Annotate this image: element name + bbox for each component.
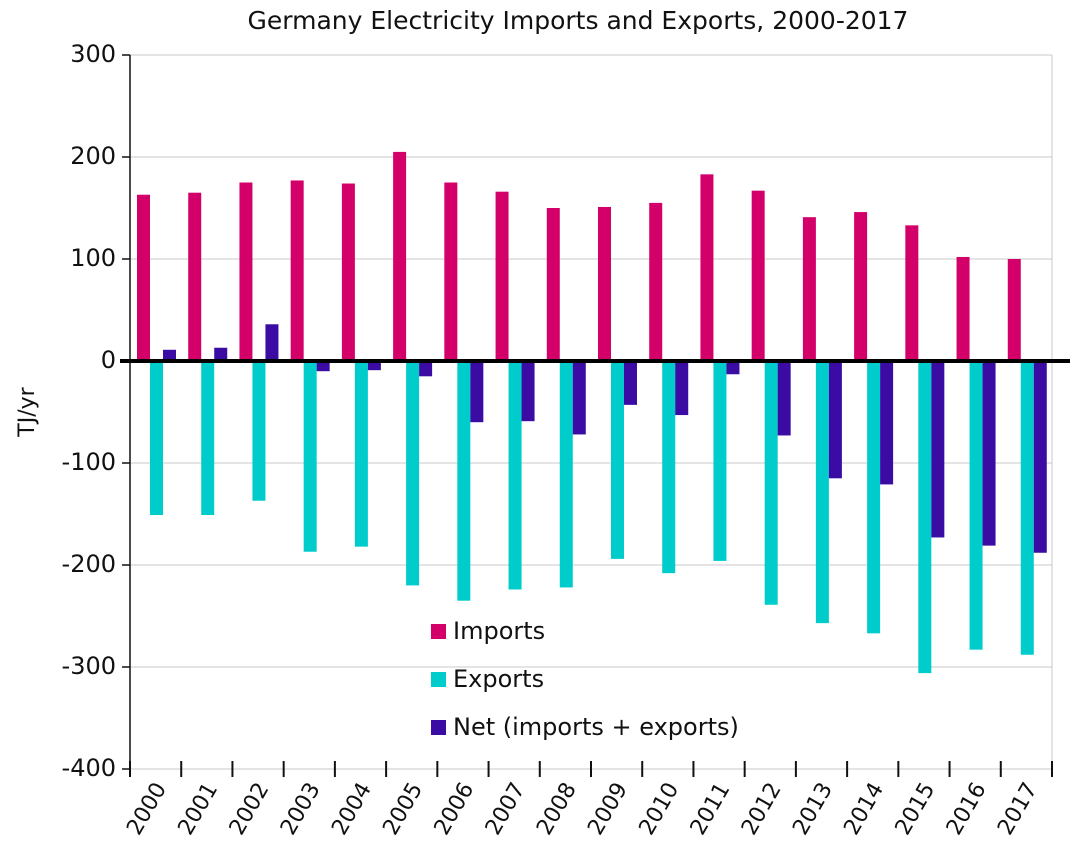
y-tick-label: -300 [62,652,116,680]
bar [354,361,368,547]
y-tick-label: 100 [70,244,116,272]
bar [611,361,624,559]
bar [918,361,932,674]
bar [726,361,740,375]
bar [969,361,983,650]
x-tick-label: 2002 [225,779,275,840]
y-tick-label: -100 [62,448,116,476]
bar [802,217,816,361]
bar [393,151,407,361]
bar [905,225,919,361]
chart-title: Germany Electricity Imports and Exports,… [248,6,909,35]
bar [495,191,509,361]
bar [867,361,881,634]
bar [828,361,842,479]
bar [713,361,727,561]
bar [444,182,458,361]
y-tick-label: -200 [62,550,116,578]
x-tick-label: 2006 [430,779,480,840]
bar [777,361,791,436]
bar [508,361,522,590]
bar [265,324,279,361]
bar [457,361,471,601]
bar [316,361,330,372]
y-tick-label: 300 [70,40,116,68]
bar [572,361,586,435]
bar [1033,361,1047,553]
y-tick-label: 200 [70,142,116,170]
bar [470,361,484,423]
x-tick-label: 2014 [839,779,889,840]
bar [956,256,970,361]
bar [751,190,765,361]
bar [239,182,253,361]
x-tick-label: 2012 [737,779,787,840]
x-tick-label: 2017 [993,779,1043,840]
bar [303,361,317,552]
y-tick-label: 0 [101,346,116,374]
bar [662,361,676,574]
bar [931,361,945,538]
x-tick-label: 2003 [276,779,326,840]
x-tick-label: 2009 [583,779,633,840]
bar [815,361,829,624]
legend-swatch [431,672,446,687]
legend-label: Net (imports + exports) [453,713,739,741]
x-tick-label: 2015 [891,779,941,840]
bar [559,361,573,588]
x-tick-label: 2001 [174,779,224,840]
bar [546,208,560,361]
bar [150,361,163,516]
bar [252,361,266,501]
bar [214,347,228,361]
x-tick-label: 2016 [942,779,992,840]
legend-swatch [431,624,446,639]
bar [649,202,663,361]
bar [406,361,420,586]
legend-label: Imports [453,617,545,645]
legend-label: Exports [453,665,544,693]
bar [419,361,433,377]
bar [854,212,868,361]
x-tick-label: 2013 [788,779,838,840]
bar [367,361,381,371]
x-tick-label: 2008 [532,779,582,840]
bar [137,194,150,361]
y-axis-label: TJ/yr [15,386,40,437]
bar [1020,361,1034,655]
bar [675,361,689,416]
bar [201,361,215,516]
x-tick-label: 2004 [327,779,377,840]
x-tick-label: 2011 [686,779,736,840]
bar [290,180,304,361]
bar [700,174,714,361]
x-tick-label: 2007 [481,779,531,840]
bar [598,206,611,361]
y-tick-label: -400 [62,754,116,782]
legend-swatch [431,720,446,735]
bar [188,192,202,361]
bar [521,361,535,422]
bar [880,361,894,485]
x-tick-label: 2005 [378,779,428,840]
bar [764,361,778,605]
bar [624,361,637,405]
bar [163,349,176,361]
bar [341,183,355,361]
bar [982,361,996,546]
x-tick-label: 2010 [635,779,685,840]
bar [1007,259,1021,361]
x-tick-label: 2000 [122,779,172,840]
